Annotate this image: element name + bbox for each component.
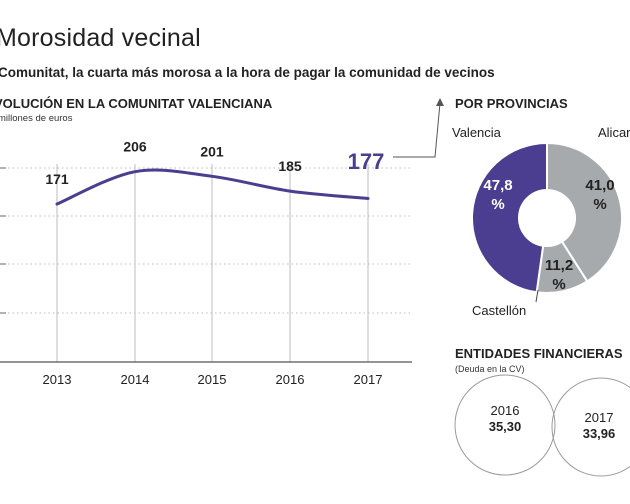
slice-category-label: Castellón [472, 303, 526, 318]
data-label: 171 [45, 171, 69, 187]
slice-value-label: 41,0 [585, 177, 614, 194]
donut-slice [471, 141, 548, 294]
connector-line [393, 102, 441, 158]
castellon-leader-line [535, 289, 539, 303]
entities-subheading: (Deuda en la CV) [455, 364, 525, 374]
x-tick-label: 2014 [121, 372, 150, 387]
data-label: 206 [123, 139, 147, 155]
line-chart-heading: VOLUCIÓN EN LA COMUNITAT VALENCIANA [0, 96, 273, 111]
slice-value-unit: % [491, 196, 504, 213]
slice-value-label: 11,2 [545, 257, 573, 274]
entity-2016-value: 35,30 [488, 419, 522, 434]
data-label: 201 [200, 143, 224, 159]
connector-arrowhead [436, 98, 444, 106]
data-label: 177 [348, 149, 385, 174]
slice-value-unit: % [552, 276, 565, 293]
entity-2017-circle [551, 377, 630, 477]
data-label: 185 [278, 158, 302, 174]
x-tick-label: 2016 [276, 372, 305, 387]
entity-2016-circle [454, 374, 556, 476]
slice-category-label: Alicar [598, 125, 630, 140]
x-tick-label: 2017 [354, 372, 383, 387]
entity-2017-value: 33,96 [582, 426, 616, 441]
page-subtitle: Comunitat, la cuarta más morosa a la hor… [0, 65, 495, 80]
series-line [55, 168, 370, 206]
slice-value-unit: % [593, 196, 606, 213]
entity-2017-label: 2017 33,96 [564, 410, 630, 442]
slice-value-label: 47,8 [483, 177, 512, 194]
page-title: Morosidad vecinal [0, 24, 201, 52]
entity-2016-year: 2016 [490, 403, 520, 418]
entities-heading: ENTIDADES FINANCIERAS [455, 346, 623, 361]
x-tick-label: 2013 [43, 372, 72, 387]
entity-2017-year: 2017 [584, 410, 614, 425]
slice-category-label: Valencia [452, 125, 502, 140]
x-tick-label: 2015 [198, 372, 227, 387]
units-label: millones de euros [0, 113, 73, 124]
provinces-heading: POR PROVINCIAS [455, 96, 568, 111]
entity-2016-label: 2016 35,30 [470, 403, 540, 435]
